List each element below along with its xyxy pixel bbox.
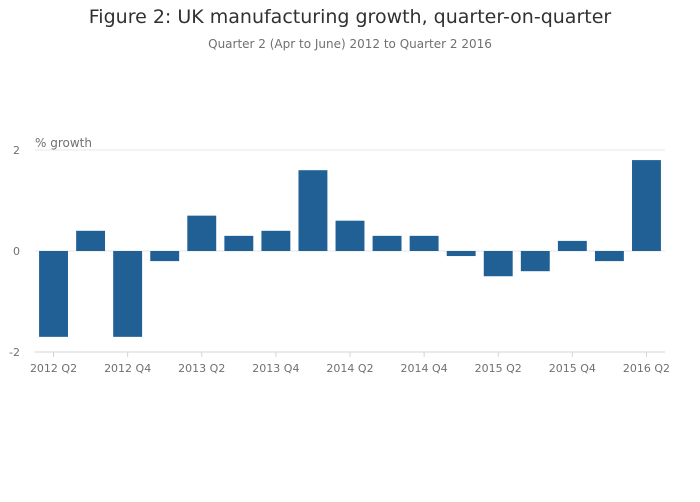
bar xyxy=(150,251,180,262)
x-tick-label: 2014 Q2 xyxy=(326,362,373,375)
chart-title: Figure 2: UK manufacturing growth, quart… xyxy=(88,6,612,28)
bar xyxy=(594,251,624,262)
bar xyxy=(261,230,291,251)
y-tick-label: -2 xyxy=(9,346,20,359)
bar xyxy=(446,251,476,257)
bar xyxy=(113,251,143,337)
y-tick-label: 2 xyxy=(13,144,20,157)
bar xyxy=(187,215,217,251)
bar xyxy=(409,235,439,251)
bar xyxy=(298,170,328,251)
bar xyxy=(76,230,106,251)
x-tick-label: 2015 Q4 xyxy=(549,362,596,375)
chart-subtitle: Quarter 2 (Apr to June) 2012 to Quarter … xyxy=(208,37,492,51)
y-axis-label: % growth xyxy=(35,136,92,150)
x-tick-label: 2013 Q4 xyxy=(252,362,299,375)
bar xyxy=(632,160,661,251)
bar xyxy=(335,220,365,251)
bar xyxy=(557,240,587,251)
bar xyxy=(224,235,254,251)
y-tick-label: 0 xyxy=(13,245,20,258)
x-tick-label: 2012 Q2 xyxy=(30,362,77,375)
x-tick-label: 2015 Q2 xyxy=(475,362,522,375)
bar xyxy=(483,251,513,277)
bar xyxy=(39,251,68,337)
bar xyxy=(372,235,402,251)
x-tick-label: 2014 Q4 xyxy=(401,362,448,375)
x-tick-label: 2013 Q2 xyxy=(178,362,225,375)
bar xyxy=(520,251,550,272)
x-tick-label: 2016 Q2 xyxy=(623,362,670,375)
x-tick-label: 2012 Q4 xyxy=(104,362,151,375)
